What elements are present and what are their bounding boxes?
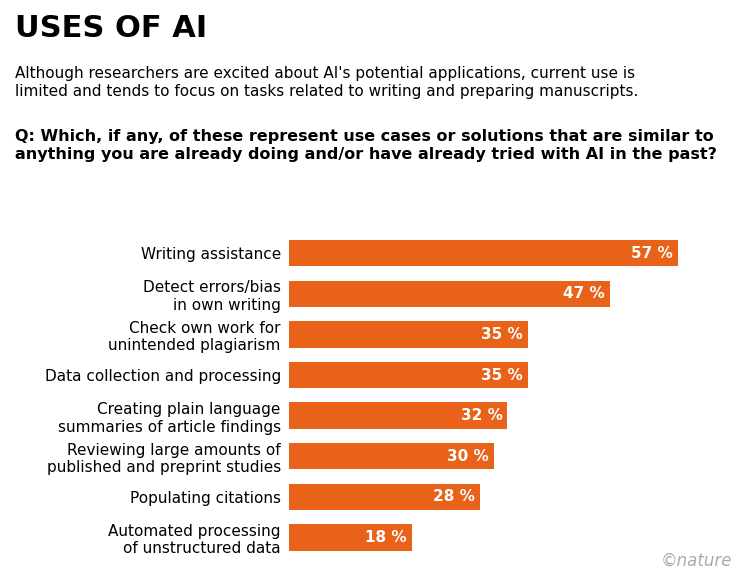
Bar: [289, 443, 493, 469]
Bar: [289, 402, 507, 429]
Text: Q: Which, if any, of these represent use cases or solutions that are similar to
: Q: Which, if any, of these represent use…: [15, 129, 717, 162]
Bar: [289, 362, 528, 388]
Text: 28 %: 28 %: [433, 489, 475, 504]
Bar: [289, 281, 610, 307]
Text: 35 %: 35 %: [481, 367, 523, 382]
Text: 57 %: 57 %: [631, 246, 673, 260]
Text: 30 %: 30 %: [447, 448, 489, 463]
Text: Although researchers are excited about AI's potential applications, current use : Although researchers are excited about A…: [15, 66, 638, 98]
Text: USES OF AI: USES OF AI: [15, 14, 207, 43]
Bar: [289, 240, 677, 266]
Text: 47 %: 47 %: [563, 286, 605, 301]
Bar: [289, 484, 480, 510]
Text: ©nature: ©nature: [661, 551, 732, 569]
Bar: [289, 524, 412, 551]
Bar: [289, 321, 528, 348]
Text: 32 %: 32 %: [460, 408, 502, 423]
Text: 18 %: 18 %: [366, 530, 407, 545]
Text: 35 %: 35 %: [481, 327, 523, 342]
